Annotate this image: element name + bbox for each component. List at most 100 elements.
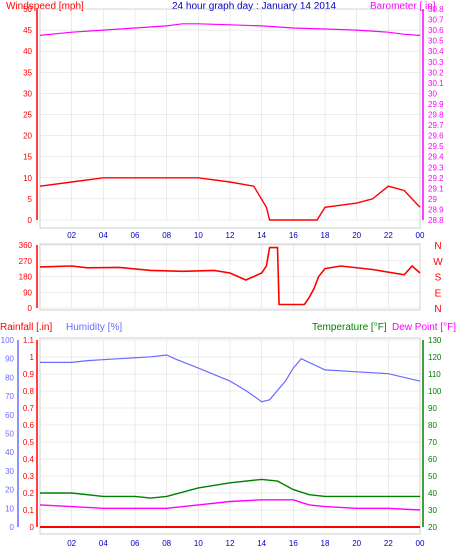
temp-tick-label: 130 xyxy=(428,336,442,345)
rain-tick-label: 0.6 xyxy=(23,421,35,430)
baro-tick-label: 30.3 xyxy=(428,58,444,67)
baro-tick-label: 30.2 xyxy=(428,68,444,77)
hour-tick-label: 22 xyxy=(384,231,393,240)
baro-tick-label: 29.4 xyxy=(428,153,444,162)
rain-tick-label: 0.4 xyxy=(23,455,35,464)
rain-tick-label: 0.1 xyxy=(23,506,35,515)
baro-tick-label: 30.7 xyxy=(428,16,444,25)
dewpoint-series-line xyxy=(39,499,421,511)
baro-tick-label: 29.3 xyxy=(428,163,444,172)
hour-tick-label: 08 xyxy=(162,231,171,240)
hour-tick-label: 06 xyxy=(131,231,140,240)
hour-tick-label: 16 xyxy=(289,539,298,548)
hour-tick-label: 12 xyxy=(226,231,235,240)
rain-tick-label: 0.7 xyxy=(23,404,35,413)
dir-tick-label: 90 xyxy=(23,288,32,297)
humidity-series-line xyxy=(40,354,421,403)
hour-tick-label: 04 xyxy=(99,539,108,548)
rain-tick-label: 1.1 xyxy=(23,336,35,345)
hour-tick-label: 20 xyxy=(352,231,361,240)
temp-tick-label: 70 xyxy=(428,438,437,447)
baro-tick-label: 29.9 xyxy=(428,100,444,109)
hour-tick-label: 18 xyxy=(321,231,330,240)
rain-tick-label: 0.2 xyxy=(23,489,35,498)
hour-tick-label: 10 xyxy=(194,231,203,240)
wind-tick-label: 45 xyxy=(23,26,32,35)
wind-tick-label: 20 xyxy=(23,132,32,141)
hour-tick-label: 06 xyxy=(131,539,140,548)
baro-tick-label: 29.7 xyxy=(428,121,444,130)
compass-label: E xyxy=(435,288,442,299)
hour-tick-label: 20 xyxy=(352,539,361,548)
dir-tick-label: 270 xyxy=(19,257,33,266)
dew-axis-title: Dew Point [°F] xyxy=(392,322,456,333)
wind-tick-label: 10 xyxy=(23,174,32,183)
temp-tick-label: 60 xyxy=(428,455,437,464)
compass-label: W xyxy=(433,257,443,268)
dir-tick-label: 360 xyxy=(19,241,33,250)
rain-tick-label: 1 xyxy=(30,353,35,362)
rain-tick-label: 0.8 xyxy=(23,387,35,396)
humidity-tick-label: 30 xyxy=(5,467,14,476)
hour-tick-label: 02 xyxy=(67,539,76,548)
hour-tick-label: 22 xyxy=(384,539,393,548)
temp-tick-label: 30 xyxy=(428,506,437,515)
chart-title: 24 hour graph day : January 14 2014 xyxy=(172,1,336,12)
humidity-axis-title: Humidity [%] xyxy=(66,322,122,333)
dir-tick-label: 0 xyxy=(28,304,33,313)
compass-label: N xyxy=(434,241,441,252)
wind-axis-title: Windspeed [mph] xyxy=(6,1,84,12)
wind-tick-label: 50 xyxy=(23,5,32,14)
humidity-tick-label: 40 xyxy=(5,448,14,457)
baro-tick-label: 29.8 xyxy=(428,111,444,120)
humidity-tick-label: 50 xyxy=(5,430,14,439)
hour-tick-label: 12 xyxy=(226,539,235,548)
compass-label: S xyxy=(435,273,442,284)
wind-tick-label: 15 xyxy=(23,153,32,162)
temp-tick-label: 110 xyxy=(428,370,441,379)
humidity-tick-label: 0 xyxy=(10,523,15,532)
baro-tick-label: 29.2 xyxy=(428,174,444,183)
baro-tick-label: 30 xyxy=(428,89,437,98)
humidity-tick-label: 70 xyxy=(5,392,14,401)
hour-tick-label: 00 xyxy=(416,231,425,240)
humidity-tick-label: 100 xyxy=(1,336,15,345)
rain-tick-label: 0.5 xyxy=(23,438,35,447)
temp-tick-label: 50 xyxy=(428,472,437,481)
baro-tick-label: 28.9 xyxy=(428,205,444,214)
baro-axis-title: Barometer [ in] xyxy=(370,1,436,12)
temp-tick-label: 120 xyxy=(428,353,442,362)
humidity-tick-label: 60 xyxy=(5,411,14,420)
baro-tick-label: 28.8 xyxy=(428,216,444,225)
rain-tick-label: 0 xyxy=(30,523,35,532)
baro-tick-label: 29 xyxy=(428,195,437,204)
temp-tick-label: 20 xyxy=(428,523,437,532)
baro-tick-label: 29.5 xyxy=(428,142,444,151)
hour-tick-label: 08 xyxy=(162,539,171,548)
humidity-tick-label: 10 xyxy=(5,504,14,513)
hour-tick-label: 14 xyxy=(257,231,266,240)
wind-tick-label: 5 xyxy=(28,195,33,204)
baro-tick-label: 30.5 xyxy=(428,37,444,46)
temp-tick-label: 100 xyxy=(428,387,442,396)
wind-tick-label: 0 xyxy=(28,216,33,225)
temp-tick-label: 90 xyxy=(428,404,437,413)
wind-tick-label: 40 xyxy=(23,47,32,56)
rain-tick-label: 0.3 xyxy=(23,472,35,481)
humidity-tick-label: 20 xyxy=(5,486,14,495)
temperature-series-line xyxy=(40,478,420,499)
baro-tick-label: 30.6 xyxy=(428,26,444,35)
wind-tick-label: 30 xyxy=(23,89,32,98)
baro-series-line xyxy=(39,23,421,36)
hour-tick-label: 02 xyxy=(67,231,76,240)
baro-tick-label: 30.4 xyxy=(428,47,444,56)
temp-tick-label: 40 xyxy=(428,489,437,498)
humidity-tick-label: 90 xyxy=(5,355,14,364)
humidity-tick-label: 80 xyxy=(5,373,14,382)
wind-series-line xyxy=(39,177,421,221)
rain-tick-label: 0.9 xyxy=(23,370,35,379)
wind-tick-label: 25 xyxy=(23,111,32,120)
temp-axis-title: Temperature [°F] xyxy=(312,322,387,333)
baro-tick-label: 30.1 xyxy=(428,79,444,88)
